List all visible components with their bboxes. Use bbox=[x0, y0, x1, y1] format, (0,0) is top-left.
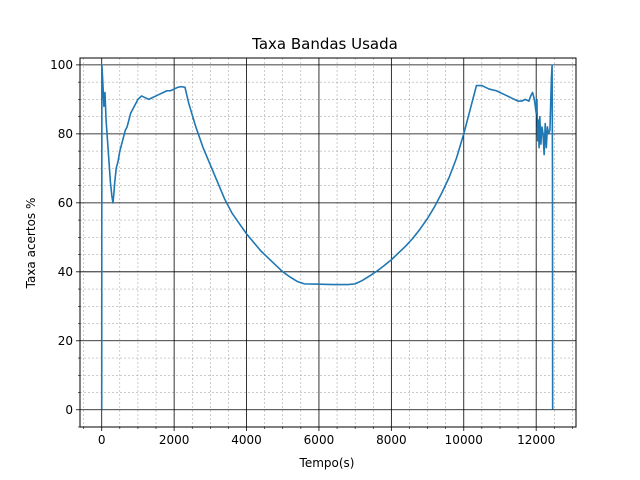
y-tick-label: 60 bbox=[58, 196, 73, 210]
x-tick-label: 6000 bbox=[304, 433, 335, 447]
x-tick-label: 12000 bbox=[517, 433, 555, 447]
x-tick-label: 0 bbox=[98, 433, 106, 447]
y-tick-label: 100 bbox=[50, 58, 73, 72]
y-tick-label: 40 bbox=[58, 265, 73, 279]
x-tick-label: 4000 bbox=[231, 433, 262, 447]
x-tick-label: 8000 bbox=[376, 433, 407, 447]
x-tick-label: 2000 bbox=[159, 433, 190, 447]
minor-grid bbox=[80, 58, 576, 428]
axis-ticks: 0 2000 4000 6000 8000 10000 12000 0 20 40 60 80 100 bbox=[50, 58, 573, 447]
y-axis-label: Taxa acertos % bbox=[24, 198, 38, 290]
series-layer bbox=[100, 64, 554, 410]
y-tick-label: 80 bbox=[58, 127, 73, 141]
major-grid bbox=[80, 58, 576, 427]
series-line bbox=[100, 64, 554, 410]
chart-title: Taxa Bandas Usada bbox=[251, 35, 398, 53]
x-tick-label: 10000 bbox=[445, 433, 483, 447]
y-tick-label: 20 bbox=[58, 334, 73, 348]
y-tick-label: 0 bbox=[65, 403, 73, 417]
x-axis-label: Tempo(s) bbox=[299, 456, 355, 470]
plot-frame bbox=[79, 57, 577, 428]
